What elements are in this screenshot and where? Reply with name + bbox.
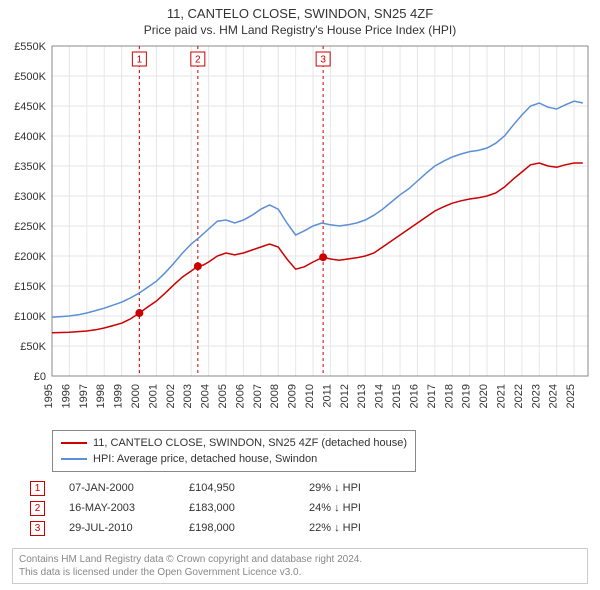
sales-row: 3 29-JUL-2010£198,00022% ↓ HPI <box>30 518 409 538</box>
svg-text:2: 2 <box>195 55 201 66</box>
svg-text:£350K: £350K <box>14 161 46 173</box>
svg-text:2020: 2020 <box>478 384 490 408</box>
svg-text:2023: 2023 <box>530 384 542 408</box>
svg-text:2024: 2024 <box>548 384 560 408</box>
legend-row: HPI: Average price, detached house, Swin… <box>61 451 407 467</box>
svg-text:2009: 2009 <box>287 384 299 408</box>
svg-text:2000: 2000 <box>130 384 142 408</box>
sales-date: 29-JUL-2010 <box>69 522 189 534</box>
svg-text:£250K: £250K <box>14 221 46 233</box>
svg-text:2011: 2011 <box>321 384 333 408</box>
sales-marker: 3 <box>30 521 45 536</box>
svg-text:£150K: £150K <box>14 281 46 293</box>
svg-text:2019: 2019 <box>461 384 473 408</box>
svg-text:3: 3 <box>320 55 326 66</box>
svg-text:2006: 2006 <box>234 384 246 408</box>
svg-text:£300K: £300K <box>14 191 46 203</box>
attribution-box: Contains HM Land Registry data © Crown c… <box>12 548 588 584</box>
svg-text:£200K: £200K <box>14 251 46 263</box>
svg-text:1995: 1995 <box>43 384 55 408</box>
chart-container: 11, CANTELO CLOSE, SWINDON, SN25 4ZF Pri… <box>0 0 600 590</box>
sales-price: £198,000 <box>189 522 309 534</box>
svg-text:2021: 2021 <box>495 384 507 408</box>
sales-row: 1 07-JAN-2000£104,95029% ↓ HPI <box>30 478 409 498</box>
svg-text:2002: 2002 <box>165 384 177 408</box>
sales-diff: 22% ↓ HPI <box>309 522 409 534</box>
sales-date: 16-MAY-2003 <box>69 502 189 514</box>
svg-text:2001: 2001 <box>147 384 159 408</box>
sales-table: 1 07-JAN-2000£104,95029% ↓ HPI 2 16-MAY-200… <box>30 478 409 538</box>
svg-text:2025: 2025 <box>565 384 577 408</box>
svg-text:2007: 2007 <box>252 384 264 408</box>
svg-text:2012: 2012 <box>339 384 351 408</box>
sales-diff: 29% ↓ HPI <box>309 482 409 494</box>
legend-label: HPI: Average price, detached house, Swin… <box>93 451 317 467</box>
svg-text:2014: 2014 <box>374 384 386 408</box>
sales-diff: 24% ↓ HPI <box>309 502 409 514</box>
svg-text:2003: 2003 <box>182 384 194 408</box>
plot-svg: £0 £50K £100K £150K £200K £250K £300K £350K £400… <box>0 40 600 420</box>
sales-row: 2 16-MAY-2003£183,00024% ↓ HPI <box>30 498 409 518</box>
svg-text:£100K: £100K <box>14 311 46 323</box>
sales-marker: 1 <box>30 481 45 496</box>
svg-text:£0: £0 <box>34 371 46 383</box>
svg-text:2008: 2008 <box>269 384 281 408</box>
sales-date: 07-JAN-2000 <box>69 482 189 494</box>
svg-text:2004: 2004 <box>200 384 212 408</box>
legend-label: 11, CANTELO CLOSE, SWINDON, SN25 4ZF (de… <box>93 435 407 451</box>
svg-text:1997: 1997 <box>78 384 90 408</box>
legend-row: 11, CANTELO CLOSE, SWINDON, SN25 4ZF (de… <box>61 435 407 451</box>
sales-marker: 2 <box>30 501 45 516</box>
attribution-line1: Contains HM Land Registry data © Crown c… <box>19 553 581 566</box>
svg-text:1998: 1998 <box>95 384 107 408</box>
sales-price: £183,000 <box>189 502 309 514</box>
legend-swatch <box>61 442 87 444</box>
svg-text:2017: 2017 <box>426 384 438 408</box>
svg-text:1: 1 <box>137 55 143 66</box>
attribution-line2: This data is licensed under the Open Gov… <box>19 566 581 579</box>
svg-text:2005: 2005 <box>217 384 229 408</box>
svg-text:£450K: £450K <box>14 101 46 113</box>
svg-text:2010: 2010 <box>304 384 316 408</box>
chart-subtitle: Price paid vs. HM Land Registry's House … <box>0 21 600 41</box>
legend: 11, CANTELO CLOSE, SWINDON, SN25 4ZF (de… <box>52 430 416 472</box>
sales-price: £104,950 <box>189 482 309 494</box>
svg-text:£500K: £500K <box>14 71 46 83</box>
svg-text:£50K: £50K <box>20 341 46 353</box>
plot-area: £0 £50K £100K £150K £200K £250K £300K £350K £400… <box>0 40 600 420</box>
svg-text:2013: 2013 <box>356 384 368 408</box>
svg-text:2018: 2018 <box>443 384 455 408</box>
legend-swatch <box>61 458 87 460</box>
svg-text:1996: 1996 <box>60 384 72 408</box>
svg-text:£550K: £550K <box>14 41 46 53</box>
svg-text:2022: 2022 <box>513 384 525 408</box>
svg-text:£400K: £400K <box>14 131 46 143</box>
chart-title: 11, CANTELO CLOSE, SWINDON, SN25 4ZF <box>0 0 600 21</box>
svg-text:2016: 2016 <box>408 384 420 408</box>
svg-text:2015: 2015 <box>391 384 403 408</box>
svg-text:1999: 1999 <box>113 384 125 408</box>
